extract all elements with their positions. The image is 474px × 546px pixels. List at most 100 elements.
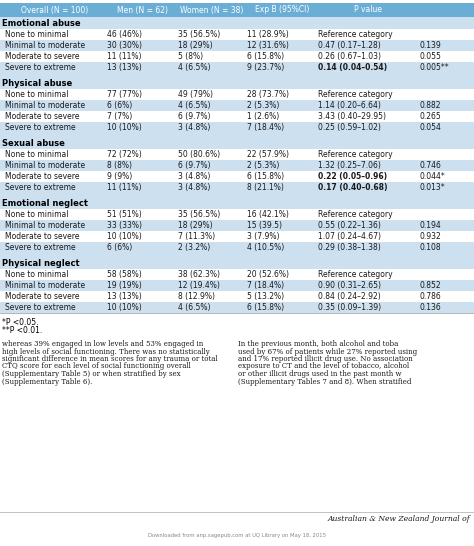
Text: Minimal to moderate: Minimal to moderate: [5, 101, 85, 110]
Text: 15 (39.5): 15 (39.5): [247, 221, 282, 230]
Text: 0.17 (0.40–0.68): 0.17 (0.40–0.68): [318, 183, 388, 192]
Text: 0.055: 0.055: [420, 52, 442, 61]
Text: Physical neglect: Physical neglect: [2, 258, 80, 268]
Text: high levels of social functioning. There was no statistically: high levels of social functioning. There…: [2, 347, 210, 355]
Text: 0.136: 0.136: [420, 303, 442, 312]
Text: 20 (52.6%): 20 (52.6%): [247, 270, 289, 279]
Text: 16 (42.1%): 16 (42.1%): [247, 210, 289, 219]
Text: 77 (77%): 77 (77%): [107, 90, 142, 99]
Text: (Supplementary Table 5) or when stratified by sex: (Supplementary Table 5) or when stratifi…: [2, 370, 181, 378]
Text: 9 (9%): 9 (9%): [107, 172, 132, 181]
Text: 0.932: 0.932: [420, 232, 442, 241]
Bar: [0, 122, 474, 133]
Text: 11 (11%): 11 (11%): [107, 183, 142, 192]
Text: 18 (29%): 18 (29%): [178, 41, 213, 50]
Text: 28 (73.7%): 28 (73.7%): [247, 90, 289, 99]
Text: 0.90 (0.31–2.65): 0.90 (0.31–2.65): [318, 281, 381, 290]
Text: 3 (4.8%): 3 (4.8%): [178, 172, 210, 181]
Text: CTQ score for each level of social functioning overall: CTQ score for each level of social funct…: [2, 363, 191, 371]
Bar: [0, 209, 474, 220]
Bar: [0, 182, 474, 193]
Bar: [0, 160, 474, 171]
Text: 8 (8%): 8 (8%): [107, 161, 132, 170]
Text: Reference category: Reference category: [318, 90, 392, 99]
Text: Minimal to moderate: Minimal to moderate: [5, 161, 85, 170]
Text: None to minimal: None to minimal: [5, 210, 69, 219]
Text: 7 (7%): 7 (7%): [107, 112, 132, 121]
Bar: [0, 111, 474, 122]
Bar: [0, 197, 474, 209]
Text: 2 (5.3%): 2 (5.3%): [247, 161, 279, 170]
Text: (Supplementary Table 6).: (Supplementary Table 6).: [2, 377, 92, 385]
Text: 1.07 (0.24–4.67): 1.07 (0.24–4.67): [318, 232, 381, 241]
Text: Minimal to moderate: Minimal to moderate: [5, 221, 85, 230]
Text: 10 (10%): 10 (10%): [107, 232, 142, 241]
Text: Reference category: Reference category: [318, 30, 392, 39]
Text: 0.47 (0.17–1.28): 0.47 (0.17–1.28): [318, 41, 381, 50]
Text: In the previous month, both alcohol and toba: In the previous month, both alcohol and …: [238, 340, 398, 348]
Bar: [0, 89, 474, 100]
Text: 35 (56.5%): 35 (56.5%): [178, 30, 220, 39]
Text: 3 (4.8%): 3 (4.8%): [178, 123, 210, 132]
Bar: [0, 242, 474, 253]
Text: 9 (23.7%): 9 (23.7%): [247, 63, 284, 72]
Text: 58 (58%): 58 (58%): [107, 270, 142, 279]
Bar: [0, 257, 474, 269]
Text: 22 (57.9%): 22 (57.9%): [247, 150, 289, 159]
Text: exposure to CT and the level of tobacco, alcohol: exposure to CT and the level of tobacco,…: [238, 363, 409, 371]
Text: 0.26 (0.67–1.03): 0.26 (0.67–1.03): [318, 52, 381, 61]
Text: 3.43 (0.40–29.95): 3.43 (0.40–29.95): [318, 112, 386, 121]
Text: 0.852: 0.852: [420, 281, 442, 290]
Text: Exp B (95%CI): Exp B (95%CI): [255, 5, 309, 15]
Text: Reference category: Reference category: [318, 270, 392, 279]
Text: 0.044*: 0.044*: [420, 172, 446, 181]
Text: Australian & New Zealand Journal of: Australian & New Zealand Journal of: [328, 515, 470, 523]
Text: None to minimal: None to minimal: [5, 30, 69, 39]
Text: Downloaded from anp.sagepub.com at UQ Library on May 18, 2015: Downloaded from anp.sagepub.com at UQ Li…: [148, 533, 326, 538]
Text: 0.746: 0.746: [420, 161, 442, 170]
Text: Physical abuse: Physical abuse: [2, 79, 72, 87]
Bar: [0, 17, 474, 29]
Text: 0.005**: 0.005**: [420, 63, 450, 72]
Text: 35 (56.5%): 35 (56.5%): [178, 210, 220, 219]
Text: 6 (15.8%): 6 (15.8%): [247, 52, 284, 61]
Text: 3 (7.9%): 3 (7.9%): [247, 232, 280, 241]
Text: 0.25 (0.59–1.02): 0.25 (0.59–1.02): [318, 123, 381, 132]
Text: 2 (3.2%): 2 (3.2%): [178, 243, 210, 252]
Text: 0.882: 0.882: [420, 101, 441, 110]
Text: Severe to extreme: Severe to extreme: [5, 63, 76, 72]
Bar: [0, 100, 474, 111]
Text: Severe to extreme: Severe to extreme: [5, 303, 76, 312]
Text: 2 (5.3%): 2 (5.3%): [247, 101, 279, 110]
Text: 0.29 (0.38–1.38): 0.29 (0.38–1.38): [318, 243, 381, 252]
Text: 6 (6%): 6 (6%): [107, 101, 132, 110]
Bar: [0, 291, 474, 302]
Text: *P <0.05.: *P <0.05.: [2, 318, 38, 327]
Text: 12 (31.6%): 12 (31.6%): [247, 41, 289, 50]
Bar: [0, 3, 474, 17]
Bar: [0, 62, 474, 73]
Text: **P <0.01.: **P <0.01.: [2, 326, 42, 335]
Text: 4 (6.5%): 4 (6.5%): [178, 303, 210, 312]
Text: 30 (30%): 30 (30%): [107, 41, 142, 50]
Text: Severe to extreme: Severe to extreme: [5, 243, 76, 252]
Text: 8 (12.9%): 8 (12.9%): [178, 292, 215, 301]
Text: 8 (21.1%): 8 (21.1%): [247, 183, 284, 192]
Text: 0.84 (0.24–2.92): 0.84 (0.24–2.92): [318, 292, 381, 301]
Text: Moderate to severe: Moderate to severe: [5, 292, 80, 301]
Text: 6 (15.8%): 6 (15.8%): [247, 172, 284, 181]
Bar: [0, 40, 474, 51]
Text: 0.55 (0.22–1.36): 0.55 (0.22–1.36): [318, 221, 381, 230]
Text: Emotional neglect: Emotional neglect: [2, 199, 88, 207]
Text: 11 (11%): 11 (11%): [107, 52, 142, 61]
Text: 7 (11.3%): 7 (11.3%): [178, 232, 215, 241]
Text: 46 (46%): 46 (46%): [107, 30, 142, 39]
Text: (Supplementary Tables 7 and 8). When stratified: (Supplementary Tables 7 and 8). When str…: [238, 377, 411, 385]
Text: 12 (19.4%): 12 (19.4%): [178, 281, 220, 290]
Text: None to minimal: None to minimal: [5, 90, 69, 99]
Text: None to minimal: None to minimal: [5, 150, 69, 159]
Text: 0.054: 0.054: [420, 123, 442, 132]
Text: 0.35 (0.09–1.39): 0.35 (0.09–1.39): [318, 303, 381, 312]
Text: used by 67% of patients while 27% reported using: used by 67% of patients while 27% report…: [238, 347, 417, 355]
Text: 10 (10%): 10 (10%): [107, 123, 142, 132]
